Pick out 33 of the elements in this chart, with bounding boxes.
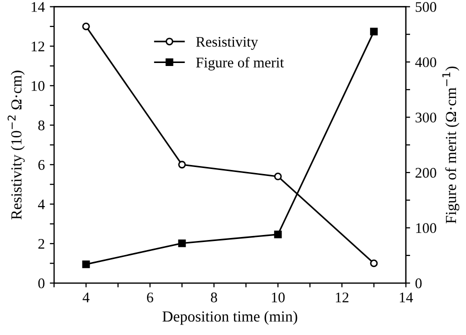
x-tick-label: 8 bbox=[210, 292, 218, 302]
legend-label: Figure of merit bbox=[196, 57, 284, 70]
y2-axis-title: Figure of merit (Ω·cm$^{−1}$) bbox=[442, 66, 460, 224]
point bbox=[178, 160, 186, 168]
y-tick-label: 2 bbox=[38, 238, 44, 249]
point bbox=[370, 28, 378, 36]
y-tick-label: 8 bbox=[38, 120, 44, 130]
legend-label: Resistivity bbox=[196, 36, 258, 50]
x-axis-title: Deposition time (min) bbox=[162, 310, 298, 325]
point bbox=[82, 260, 90, 268]
x-tick-label: 10 bbox=[272, 292, 285, 302]
y-tick-label: 6 bbox=[38, 160, 45, 170]
point bbox=[178, 239, 186, 248]
x-tick-label: 14 bbox=[400, 292, 413, 302]
y2-tick-label: 100 bbox=[416, 223, 436, 234]
y2-tick-label: 500 bbox=[416, 2, 436, 12]
x-tick-label: 12 bbox=[336, 292, 348, 302]
y2-tick-label: 200 bbox=[416, 168, 436, 178]
y-tick-label: 4 bbox=[38, 200, 45, 210]
y2-tick-label: 0 bbox=[415, 278, 422, 288]
point bbox=[82, 22, 90, 30]
y-tick-label: 0 bbox=[38, 278, 44, 288]
y-axis-title: Resistivity (10$^{−2}$ Ω·cm) bbox=[8, 70, 25, 220]
point bbox=[274, 172, 282, 180]
x-tick-label: 4 bbox=[82, 292, 90, 302]
y2-tick-label: 400 bbox=[415, 57, 436, 68]
y-tick-label: 10 bbox=[32, 81, 44, 91]
y-tick-label: 14 bbox=[32, 2, 45, 12]
point bbox=[274, 230, 282, 238]
point bbox=[370, 260, 378, 268]
y-tick-label: 12 bbox=[32, 42, 44, 52]
y2-tick-label: 300 bbox=[416, 112, 436, 122]
x-tick-label: 6 bbox=[146, 292, 154, 302]
